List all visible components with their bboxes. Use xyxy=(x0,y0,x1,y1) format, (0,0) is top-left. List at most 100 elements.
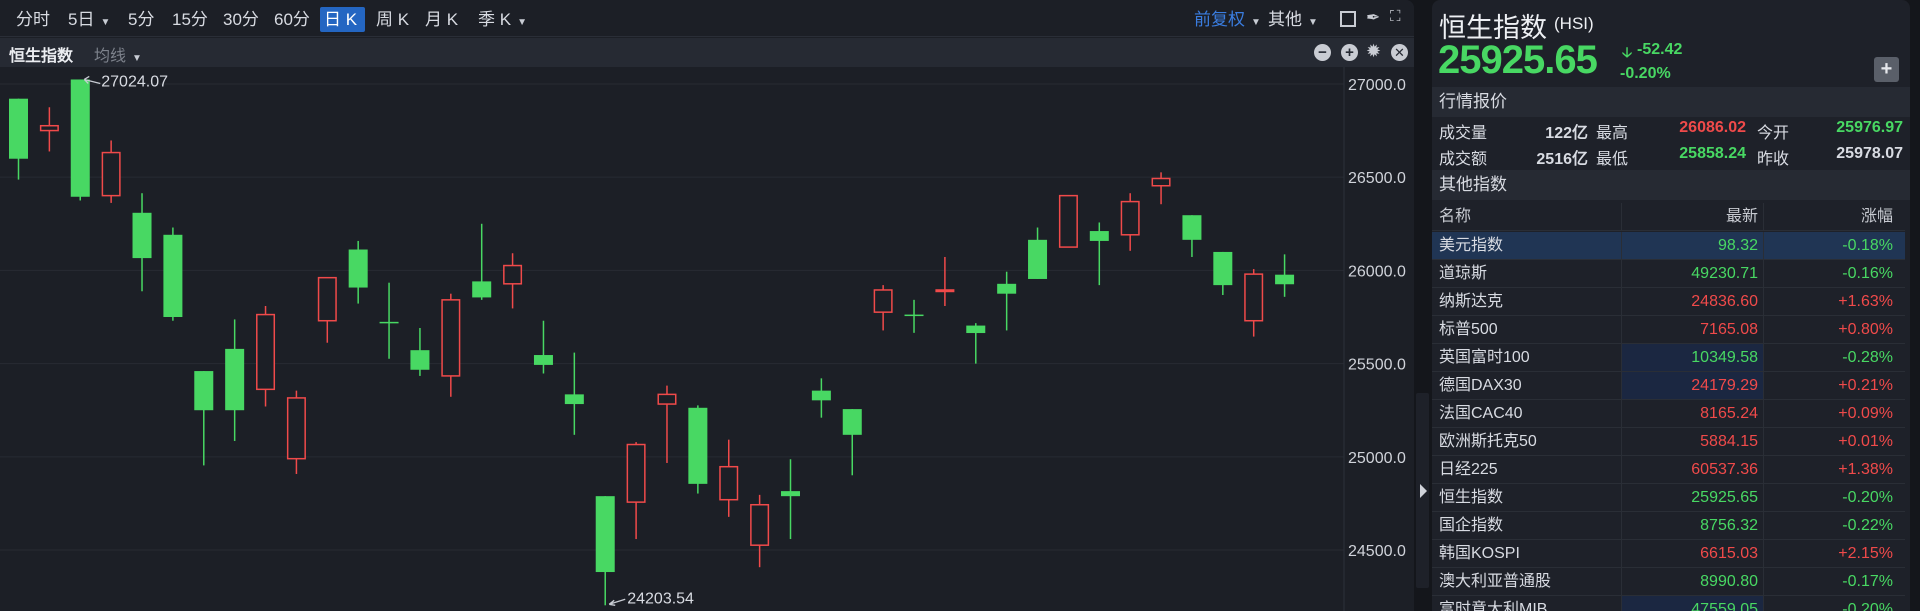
table-row[interactable]: 美元指数 98.32 -0.18% xyxy=(1432,232,1905,260)
table-row[interactable]: 法国CAC40 8165.24 +0.09% xyxy=(1432,400,1905,428)
index-last: 10349.58 xyxy=(1621,344,1763,371)
candle-body xyxy=(1058,194,1078,248)
candle-body xyxy=(132,212,152,259)
candle-body xyxy=(101,151,121,197)
stat-label: 最高 xyxy=(1596,125,1629,142)
stat-value: 25858.24 xyxy=(1679,145,1746,162)
layout-grid-icon[interactable] xyxy=(1340,11,1356,27)
period-5day[interactable]: 5日 ▼ xyxy=(64,7,114,32)
candle-body xyxy=(163,234,183,318)
candle-body xyxy=(1213,251,1233,286)
index-change: -0.16% xyxy=(1763,260,1905,287)
index-change: -0.28% xyxy=(1763,344,1905,371)
fullscreen-icon[interactable]: ⛶ xyxy=(1390,8,1401,25)
chevron-down-icon: ▼ xyxy=(1251,17,1261,28)
table-row[interactable]: 德国DAX30 24179.29 +0.21% xyxy=(1432,372,1905,400)
candle-body xyxy=(9,98,28,159)
candle-body xyxy=(533,355,553,365)
index-last: 24179.29 xyxy=(1621,372,1763,399)
table-row[interactable]: 日经225 60537.36 +1.38% xyxy=(1432,456,1905,484)
index-change: +2.15% xyxy=(1763,540,1905,567)
index-last: 6615.03 xyxy=(1621,540,1763,567)
candle-body xyxy=(719,465,739,501)
candle-body xyxy=(657,393,677,405)
period-label: 日 K xyxy=(324,10,358,29)
index-change: +0.21% xyxy=(1763,372,1905,399)
period-60min[interactable]: 60分 xyxy=(270,7,314,32)
low-arrow-icon xyxy=(608,598,626,606)
table-row[interactable]: 欧洲斯托克50 5884.15 +0.01% xyxy=(1432,428,1905,456)
index-last: 47559.05 xyxy=(1621,596,1763,611)
index-name: 恒生指数 xyxy=(1439,489,1504,506)
add-watchlist-button[interactable]: + xyxy=(1874,57,1899,82)
period-monthly[interactable]: 月 K xyxy=(421,7,462,32)
other-label: 其他 xyxy=(1268,10,1302,29)
index-last: 7165.08 xyxy=(1621,316,1763,343)
col-last-header[interactable]: 最新 xyxy=(1621,203,1763,230)
col-change-header[interactable]: 涨幅 xyxy=(1763,203,1905,230)
period-label: 5日 xyxy=(68,10,95,29)
quote-name: 恒生指数 xyxy=(1439,13,1547,43)
low-label: 24203.54 xyxy=(627,590,694,607)
table-row[interactable]: 国企指数 8756.32 -0.22% xyxy=(1432,512,1905,540)
stat-value: 26086.02 xyxy=(1679,119,1746,136)
table-row[interactable]: 富时意大利MIB 47559.05 -0.20% xyxy=(1432,596,1905,611)
candle-body xyxy=(904,314,924,317)
candle-body xyxy=(966,325,986,334)
candlestick-chart[interactable]: 27000.0 26500.0 26000.0 25500.0 25000.0 24500… xyxy=(0,67,1414,611)
close-icon[interactable]: ✕ xyxy=(1391,44,1408,61)
period-label: 30分 xyxy=(223,10,259,29)
adjust-dropdown[interactable]: 前复权 ▼ xyxy=(1190,7,1265,32)
stat-label: 今开 xyxy=(1757,125,1790,142)
chevron-down-icon: ▼ xyxy=(1308,17,1318,28)
expand-arrow-icon[interactable] xyxy=(1420,484,1427,498)
table-row[interactable]: 标普500 7165.08 +0.80% xyxy=(1432,316,1905,344)
y-tick-label: 26500.0 xyxy=(1348,170,1406,187)
candle-body xyxy=(935,289,955,293)
candle-body xyxy=(688,407,708,484)
settings-icon[interactable]: ✹ xyxy=(1366,41,1382,61)
index-last: 5884.15 xyxy=(1621,428,1763,455)
candle-body xyxy=(1089,231,1109,241)
table-row[interactable]: 纳斯达克 24836.60 +1.63% xyxy=(1432,288,1905,316)
index-name: 纳斯达克 xyxy=(1439,293,1504,310)
zoom-in-icon[interactable]: + xyxy=(1341,44,1358,61)
index-change: -0.17% xyxy=(1763,568,1905,595)
table-row[interactable]: 道琼斯 49230.71 -0.16% xyxy=(1432,260,1905,288)
candle-body xyxy=(750,503,770,546)
period-quarterly[interactable]: 季 K ▼ xyxy=(474,7,531,32)
quote-price: 25925.65 xyxy=(1438,38,1598,82)
table-header: 名称 最新 涨幅 xyxy=(1432,203,1905,231)
candle-body xyxy=(873,289,893,313)
index-name: 富时意大利MIB xyxy=(1439,601,1548,611)
period-daily[interactable]: 日 K xyxy=(320,7,365,32)
candle-body xyxy=(1244,273,1264,322)
index-name: 标普500 xyxy=(1439,321,1498,338)
candle-body xyxy=(194,371,214,411)
candle-body xyxy=(842,409,862,435)
period-5min[interactable]: 5分 xyxy=(124,7,158,32)
table-row[interactable]: 英国富时100 10349.58 -0.28% xyxy=(1432,344,1905,372)
candle-body xyxy=(286,397,306,460)
candle-body xyxy=(70,79,90,197)
table-row[interactable]: 澳大利亚普通股 8990.80 -0.17% xyxy=(1432,568,1905,596)
other-dropdown[interactable]: 其他 ▼ xyxy=(1264,7,1322,32)
period-intraday[interactable]: 分时 xyxy=(12,7,54,32)
period-weekly[interactable]: 周 K xyxy=(372,7,413,32)
chart-panel: 分时 5日 ▼ 5分 15分 30分 60分 日 K 周 K 月 K 季 K ▼ 前… xyxy=(0,0,1414,611)
period-30min[interactable]: 30分 xyxy=(219,7,263,32)
ma-dropdown[interactable]: 均线 ▼ xyxy=(94,42,142,66)
stat-label: 成交量 xyxy=(1439,125,1488,142)
zoom-out-icon[interactable]: − xyxy=(1314,44,1331,61)
index-name: 国企指数 xyxy=(1439,517,1504,534)
stat-value: 122亿 xyxy=(1545,125,1588,142)
brush-icon[interactable]: ✒ xyxy=(1366,8,1381,27)
table-row[interactable]: 韩国KOSPI 6615.03 +2.15% xyxy=(1432,540,1905,568)
index-name: 韩国KOSPI xyxy=(1439,545,1520,562)
period-label: 5分 xyxy=(128,10,155,29)
y-tick-label: 24500.0 xyxy=(1348,543,1406,560)
table-row[interactable]: 恒生指数 25925.65 -0.20% xyxy=(1432,484,1905,512)
period-15min[interactable]: 15分 xyxy=(168,7,212,32)
chevron-down-icon: ▼ xyxy=(132,53,142,64)
symbol-label: 恒生指数 xyxy=(9,48,74,65)
